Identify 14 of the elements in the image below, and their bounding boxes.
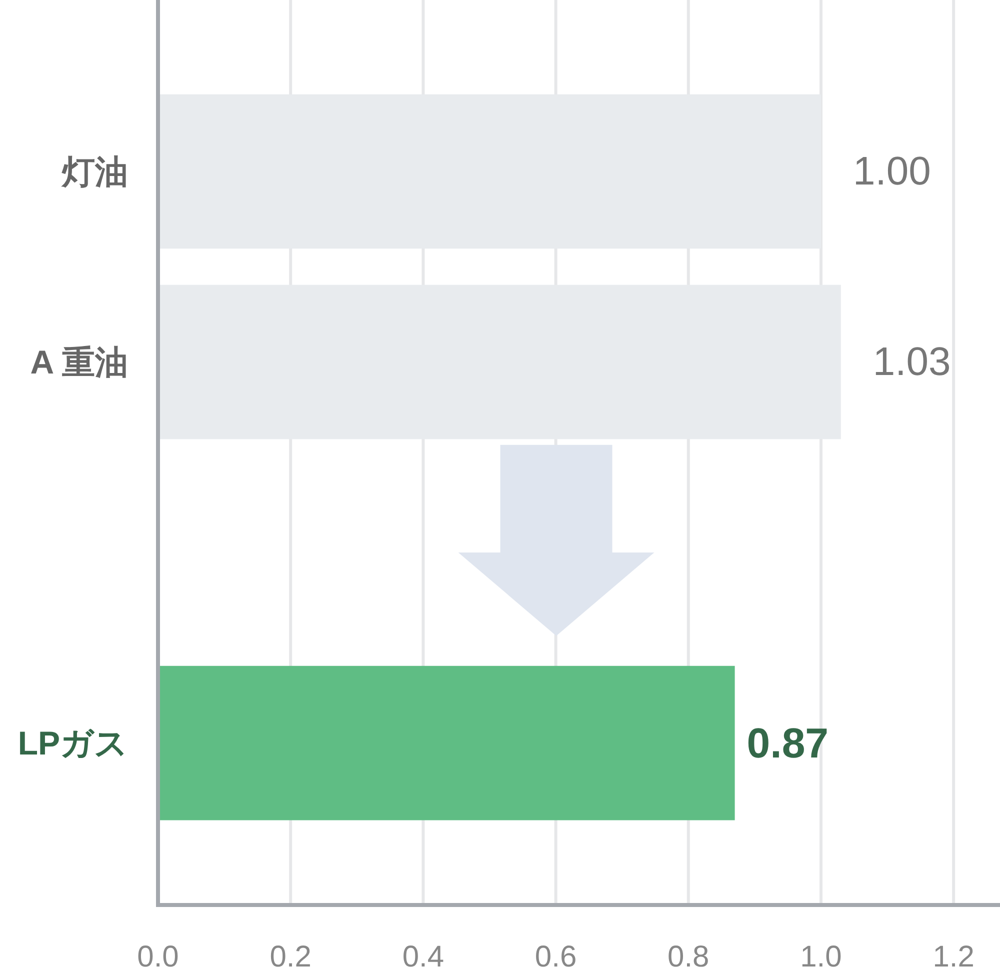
y-tick-label: A 重油 — [30, 344, 128, 380]
bar — [158, 666, 735, 820]
data-label: 1.00 — [852, 149, 931, 194]
x-tick-label: 1.0 — [800, 940, 842, 974]
y-tick-label: LPガス — [18, 724, 128, 762]
x-tick-label: 0.6 — [534, 940, 577, 974]
x-tick-label: 0.8 — [668, 940, 710, 974]
x-tick-label: 0.0 — [137, 940, 179, 974]
x-tick-label: 1.2 — [932, 940, 974, 974]
data-label: 1.03 — [872, 340, 951, 384]
y-tick-label: 灯油 — [61, 152, 128, 190]
x-tick-label: 0.4 — [402, 940, 444, 974]
data-label: 0.87 — [746, 720, 829, 767]
x-tick-label: 0.2 — [270, 940, 312, 974]
